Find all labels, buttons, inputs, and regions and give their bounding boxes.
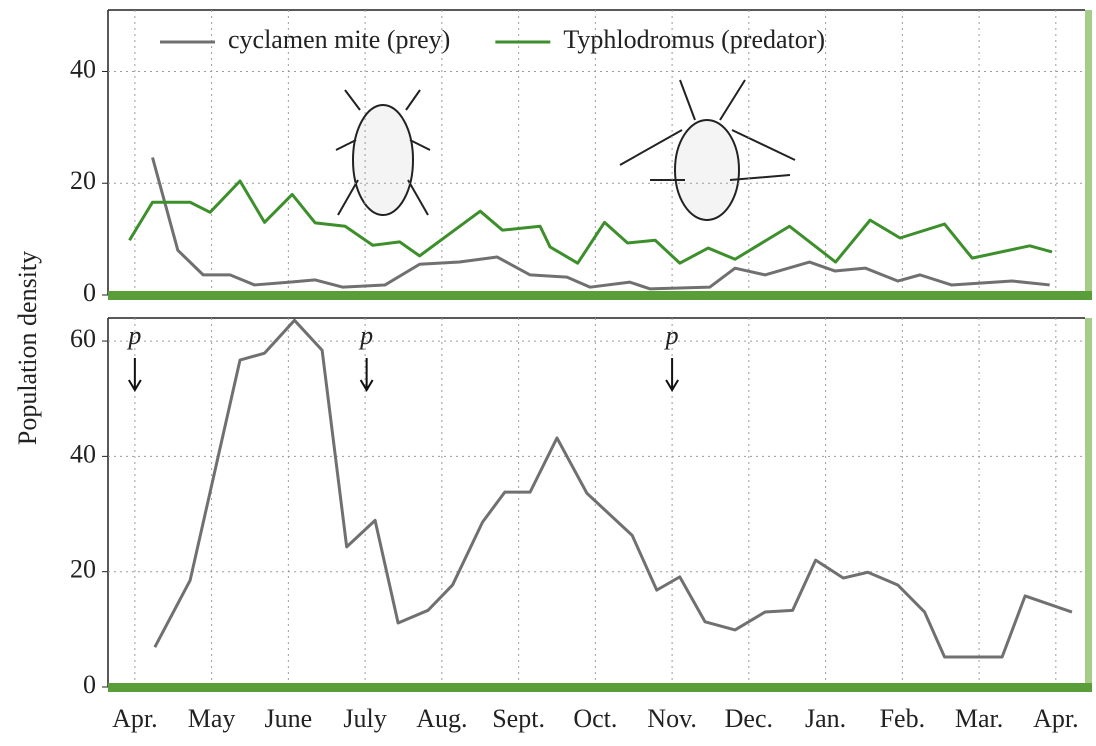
x-tick-label: Jan. — [805, 704, 846, 733]
annotation-arrow — [361, 358, 373, 390]
x-tick-label: Mar. — [955, 704, 1003, 733]
annotation-label: p — [358, 321, 373, 350]
series-line — [155, 320, 1072, 657]
x-tick-label: Sept. — [492, 704, 545, 733]
chart: 0 20 40 Population density cyclamen mite (pr… — [0, 0, 1096, 741]
annotation-arrow — [666, 358, 678, 390]
x-tick-label: Nov. — [647, 704, 697, 733]
x-tick-label: Apr. — [112, 704, 158, 733]
y-tick-label: 20 — [70, 166, 96, 195]
x-tick-label: Dec. — [725, 704, 773, 733]
legend-label: Typhlodromus (predator) — [563, 25, 825, 54]
x-tick-label: June — [265, 704, 313, 733]
y-tick-label: 0 — [83, 278, 96, 307]
x-axis-bar — [108, 291, 1092, 300]
annotation-arrow — [129, 358, 141, 390]
y-tick-label: 60 — [70, 324, 96, 353]
y-axis-label: Population density — [13, 251, 42, 445]
x-tick-label: Aug. — [416, 704, 467, 733]
legend-label: cyclamen mite (prey) — [228, 25, 450, 54]
x-axis-bar — [108, 683, 1092, 692]
y-tick-label: 20 — [70, 555, 96, 584]
y-tick-label: 0 — [83, 670, 96, 699]
x-tick-label: July — [343, 704, 386, 733]
mite-illustrations — [336, 80, 795, 220]
x-tick-label: Feb. — [880, 704, 926, 733]
annotation-label: p — [664, 321, 679, 350]
y-tick-label: 40 — [70, 54, 96, 83]
frame-right — [1085, 10, 1092, 295]
x-tick-label: Apr. — [1033, 704, 1079, 733]
series-line — [153, 158, 1050, 289]
annotation-label: p — [126, 321, 141, 350]
x-tick-label: Oct. — [573, 704, 617, 733]
series-line — [129, 181, 1052, 263]
frame-right — [1085, 318, 1092, 687]
x-tick-label: May — [188, 704, 236, 733]
y-tick-label: 40 — [70, 439, 96, 468]
